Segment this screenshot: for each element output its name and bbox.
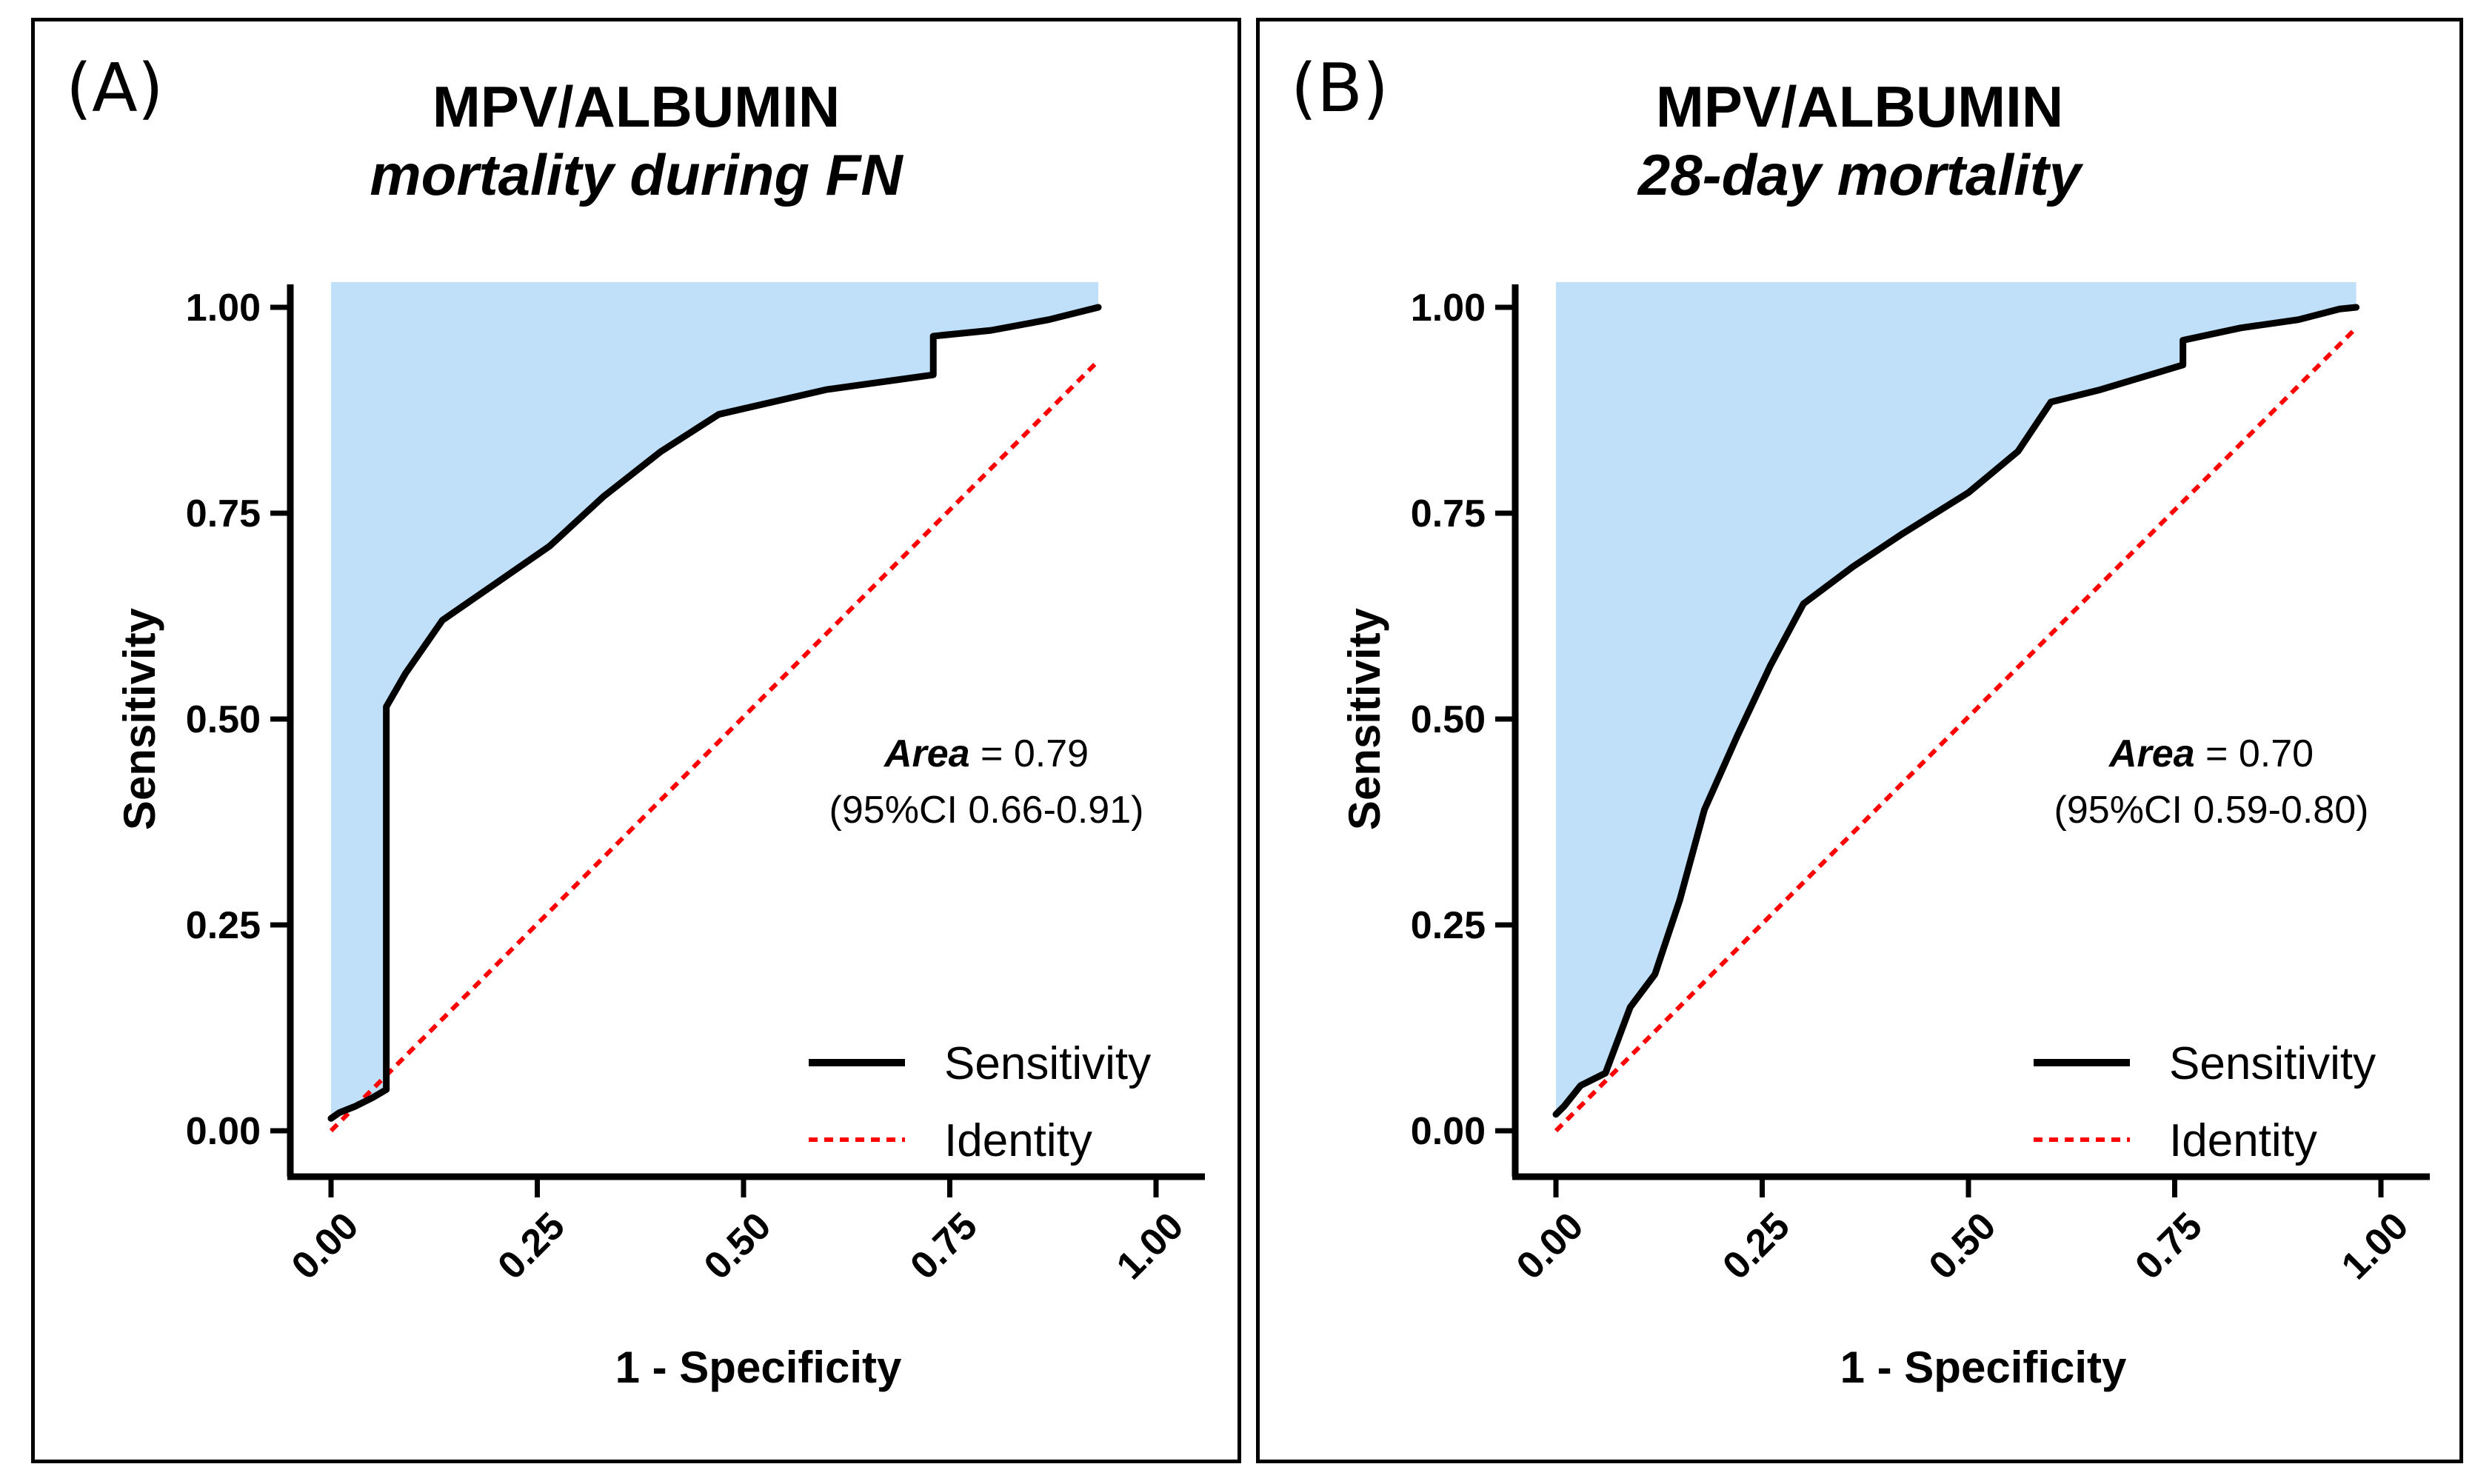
- x-tick-label: 0.25: [1714, 1204, 1798, 1288]
- y-tick-label: 1.00: [186, 287, 261, 330]
- panel-b: (B) MPV/ALBUMIN 28-day mortality 0.00 0.2…: [1256, 18, 2463, 1463]
- x-tick-label: 0.75: [902, 1204, 986, 1288]
- x-axis-title: 1 - Specificity: [615, 1343, 902, 1392]
- panel-label: (B): [1291, 50, 1389, 127]
- identity-line: [329, 359, 1100, 1133]
- chart-title: MPV/ALBUMIN: [432, 74, 841, 139]
- roc-chart-b: 0.00 0.25 0.50 0.75 1.00 0.00 0.25 0.50 0.75 1.00…: [1340, 282, 2430, 1392]
- roc-chart-a: 0.00 0.25 0.50 0.75 1.00 0.00 0.25 0.50 0.75 1.00…: [115, 282, 1205, 1392]
- y-tick-label: 0.75: [1411, 492, 1486, 535]
- y-tick-label: 0.50: [1411, 698, 1486, 741]
- auc-value: = 0.70: [2195, 732, 2314, 775]
- x-tick-label: 0.00: [1509, 1204, 1592, 1288]
- y-tick-label: 1.00: [1411, 287, 1486, 330]
- sensitivity-curve: [1552, 304, 2360, 1118]
- identity-line: [1554, 326, 2358, 1133]
- auc-annotation: Area = 0.79: [883, 732, 1089, 775]
- chart-subtitle: mortality during FN: [370, 142, 903, 207]
- auc-annotation: Area = 0.70: [2108, 732, 2314, 775]
- y-tick-label: 0.25: [1411, 904, 1486, 947]
- auc-shaded-area: [331, 282, 1099, 1119]
- x-axis-title: 1 - Specificity: [1840, 1343, 2127, 1392]
- panel-label: (A): [66, 50, 164, 127]
- x-tick-label: 0.75: [2127, 1204, 2211, 1288]
- auc-shaded-area: [1556, 282, 2357, 1114]
- legend-label-sensitivity: Sensitivity: [2169, 1038, 2376, 1089]
- x-tick-label: 1.00: [2334, 1204, 2417, 1288]
- y-tick-label: 0.25: [186, 904, 261, 947]
- y-tick-label: 0.50: [186, 698, 261, 741]
- y-tick-label: 0.00: [1411, 1110, 1486, 1153]
- auc-ci: (95%CI 0.59-0.80): [2054, 789, 2369, 832]
- legend-label-sensitivity: Sensitivity: [944, 1038, 1151, 1089]
- x-tick-label: 0.50: [1921, 1204, 2005, 1288]
- sensitivity-curve: [327, 304, 1102, 1122]
- y-axis-title: Sensitivity: [115, 607, 164, 830]
- auc-ci: (95%CI 0.66-0.91): [829, 789, 1144, 832]
- chart-subtitle: 28-day mortality: [1637, 142, 2082, 207]
- chart-title: MPV/ALBUMIN: [1655, 74, 2064, 139]
- y-tick-label: 0.75: [186, 492, 261, 535]
- y-tick-label: 0.00: [186, 1110, 261, 1153]
- auc-value: = 0.79: [970, 732, 1089, 775]
- x-tick-label: 0.25: [490, 1204, 573, 1288]
- legend-label-identity: Identity: [944, 1115, 1092, 1166]
- x-tick-label: 0.50: [696, 1204, 780, 1288]
- x-tick-label: 1.00: [1109, 1204, 1192, 1288]
- legend-label-identity: Identity: [2169, 1115, 2317, 1166]
- y-axis-title: Sensitivity: [1340, 607, 1389, 830]
- panel-a: (A) MPV/ALBUMIN mortality during FN 0.00…: [31, 18, 1241, 1463]
- auc-label: Area: [883, 732, 970, 775]
- auc-label: Area: [2108, 732, 2195, 775]
- x-tick-label: 0.00: [284, 1204, 367, 1288]
